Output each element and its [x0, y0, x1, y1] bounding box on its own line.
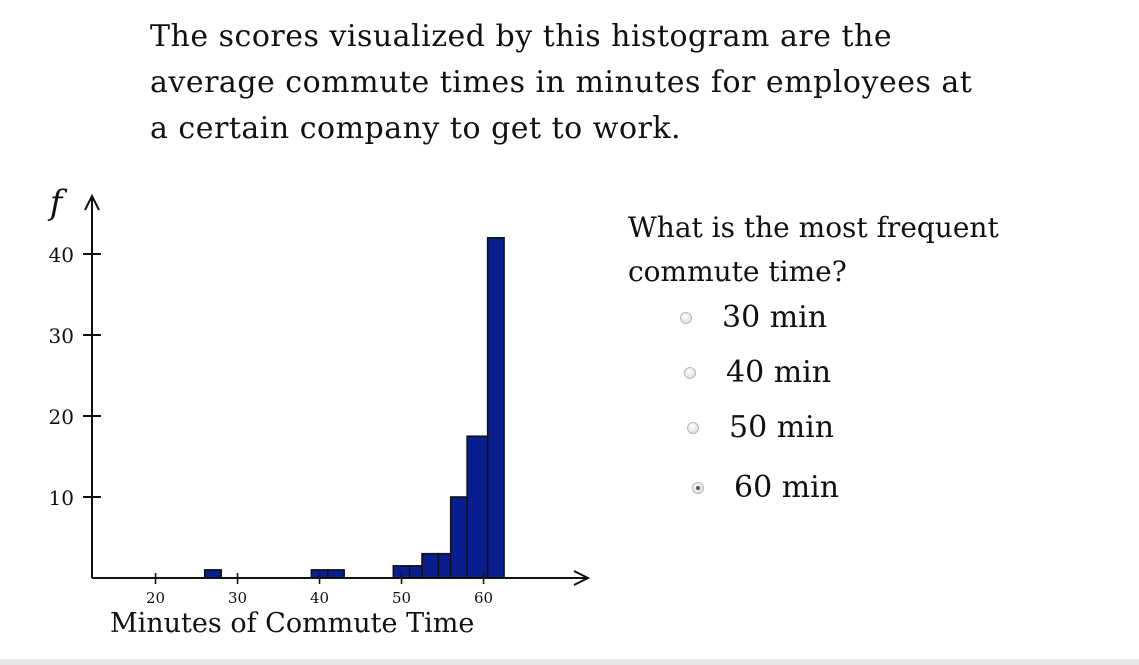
bottom-divider [0, 659, 1139, 665]
option-40-min[interactable]: 40 min [684, 355, 831, 390]
y-axis-label: f [47, 183, 68, 223]
histogram-bar [408, 565, 423, 579]
question-line: What is the most frequent [628, 211, 999, 244]
intro-line: The scores visualized by this histogram … [150, 19, 893, 54]
radio-icon[interactable] [687, 421, 699, 434]
histogram-bar [203, 569, 222, 579]
histogram-bar [466, 435, 489, 579]
y-tick-label: 10 [49, 486, 74, 510]
radio-checked-icon[interactable] [692, 481, 704, 494]
histogram-bar [421, 552, 440, 579]
intro-line: a certain company to get to work. [150, 111, 682, 146]
x-tick-label: 50 [392, 589, 411, 607]
y-axis-arrow-icon [84, 193, 100, 211]
histogram-bar [437, 552, 452, 579]
histogram-bar [486, 237, 505, 579]
option-label: 50 min [729, 410, 835, 445]
x-tick-label: 40 [310, 589, 329, 607]
x-tick-label: 60 [474, 589, 493, 607]
intro-line: average commute times in minutes for emp… [150, 65, 973, 100]
option-label: 30 min [722, 300, 828, 335]
intro-text: The scores visualized by this histogram … [150, 14, 1050, 152]
x-tick-label: 30 [228, 589, 247, 607]
y-tick-label: 40 [49, 243, 74, 267]
histogram-bar [449, 496, 468, 579]
option-label: 60 min [734, 470, 840, 505]
option-50-min[interactable]: 50 min [687, 410, 834, 445]
option-60-min[interactable]: 60 min [692, 470, 839, 505]
radio-icon[interactable] [680, 311, 692, 324]
radio-icon[interactable] [684, 366, 696, 379]
option-30-min[interactable]: 30 min [680, 300, 827, 335]
question-text: What is the most frequent commute time? [628, 206, 999, 294]
y-tick-label: 20 [49, 405, 74, 429]
y-tick-label: 30 [49, 324, 74, 348]
histogram-bar [326, 569, 345, 579]
question-line: commute time? [628, 255, 847, 288]
x-axis-arrow-icon [573, 570, 591, 586]
x-axis-label: Minutes of Commute Time [110, 608, 474, 639]
option-label: 40 min [726, 355, 832, 390]
x-tick-label: 20 [146, 589, 165, 607]
